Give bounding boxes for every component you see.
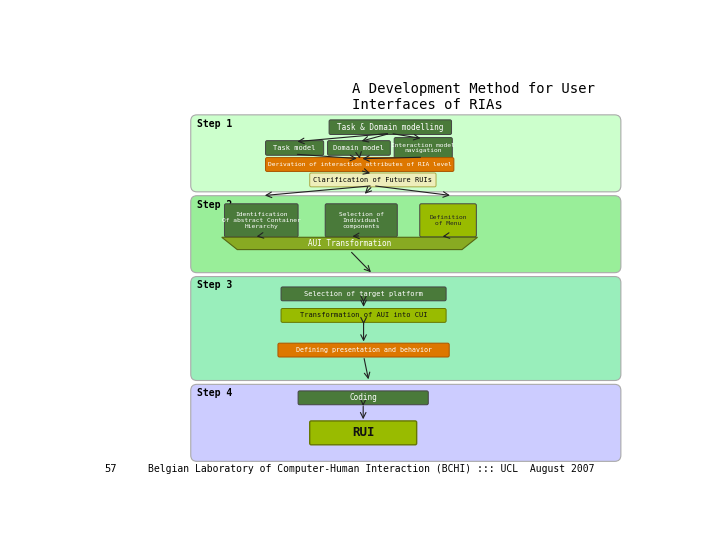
Text: Identification
Of abstract Container
Hierarchy: Identification Of abstract Container Hie… xyxy=(222,212,301,228)
Text: Step 1: Step 1 xyxy=(197,119,232,129)
Text: A Development Method for User
Interfaces of RIAs: A Development Method for User Interfaces… xyxy=(352,82,595,112)
FancyBboxPatch shape xyxy=(278,343,449,357)
FancyBboxPatch shape xyxy=(191,115,621,192)
Text: Coding: Coding xyxy=(349,393,377,402)
FancyBboxPatch shape xyxy=(191,276,621,381)
Text: Task model: Task model xyxy=(274,145,316,151)
Text: RUI: RUI xyxy=(352,427,374,440)
Text: Selection of
Individual
components: Selection of Individual components xyxy=(338,212,384,228)
FancyBboxPatch shape xyxy=(281,308,446,322)
FancyBboxPatch shape xyxy=(310,421,417,445)
Text: Domain model: Domain model xyxy=(333,145,384,151)
Text: Selection of target platform: Selection of target platform xyxy=(304,291,423,297)
Text: Step 3: Step 3 xyxy=(197,280,232,291)
Text: 57: 57 xyxy=(104,464,117,475)
FancyBboxPatch shape xyxy=(266,140,324,156)
FancyBboxPatch shape xyxy=(329,120,451,134)
FancyBboxPatch shape xyxy=(266,158,454,171)
FancyBboxPatch shape xyxy=(325,204,397,237)
Text: Task & Domain modelling: Task & Domain modelling xyxy=(337,123,444,132)
FancyBboxPatch shape xyxy=(225,204,298,237)
Text: Interaction model
navigation: Interaction model navigation xyxy=(392,143,455,153)
FancyBboxPatch shape xyxy=(310,173,436,187)
FancyBboxPatch shape xyxy=(281,287,446,301)
Text: Belgian Laboratory of Computer-Human Interaction (BCHI) ::: UCL  August 2007: Belgian Laboratory of Computer-Human Int… xyxy=(148,464,595,475)
Text: Defining presentation and behavior: Defining presentation and behavior xyxy=(296,347,431,353)
FancyBboxPatch shape xyxy=(191,384,621,461)
Polygon shape xyxy=(222,237,477,249)
FancyBboxPatch shape xyxy=(298,391,428,405)
FancyBboxPatch shape xyxy=(420,204,477,237)
Text: Step 4: Step 4 xyxy=(197,388,232,398)
Text: Clarification of Future RUIs: Clarification of Future RUIs xyxy=(313,177,433,183)
Text: Step 2: Step 2 xyxy=(197,200,232,210)
Text: Definition
of Menu: Definition of Menu xyxy=(429,215,467,226)
Text: AUI Transformation: AUI Transformation xyxy=(308,239,391,248)
FancyBboxPatch shape xyxy=(191,195,621,273)
FancyBboxPatch shape xyxy=(328,140,390,156)
Text: Transformation of AUI into CUI: Transformation of AUI into CUI xyxy=(300,313,428,319)
Text: Derivation of interaction attributes of RIA level: Derivation of interaction attributes of … xyxy=(268,162,451,167)
FancyBboxPatch shape xyxy=(394,138,452,158)
